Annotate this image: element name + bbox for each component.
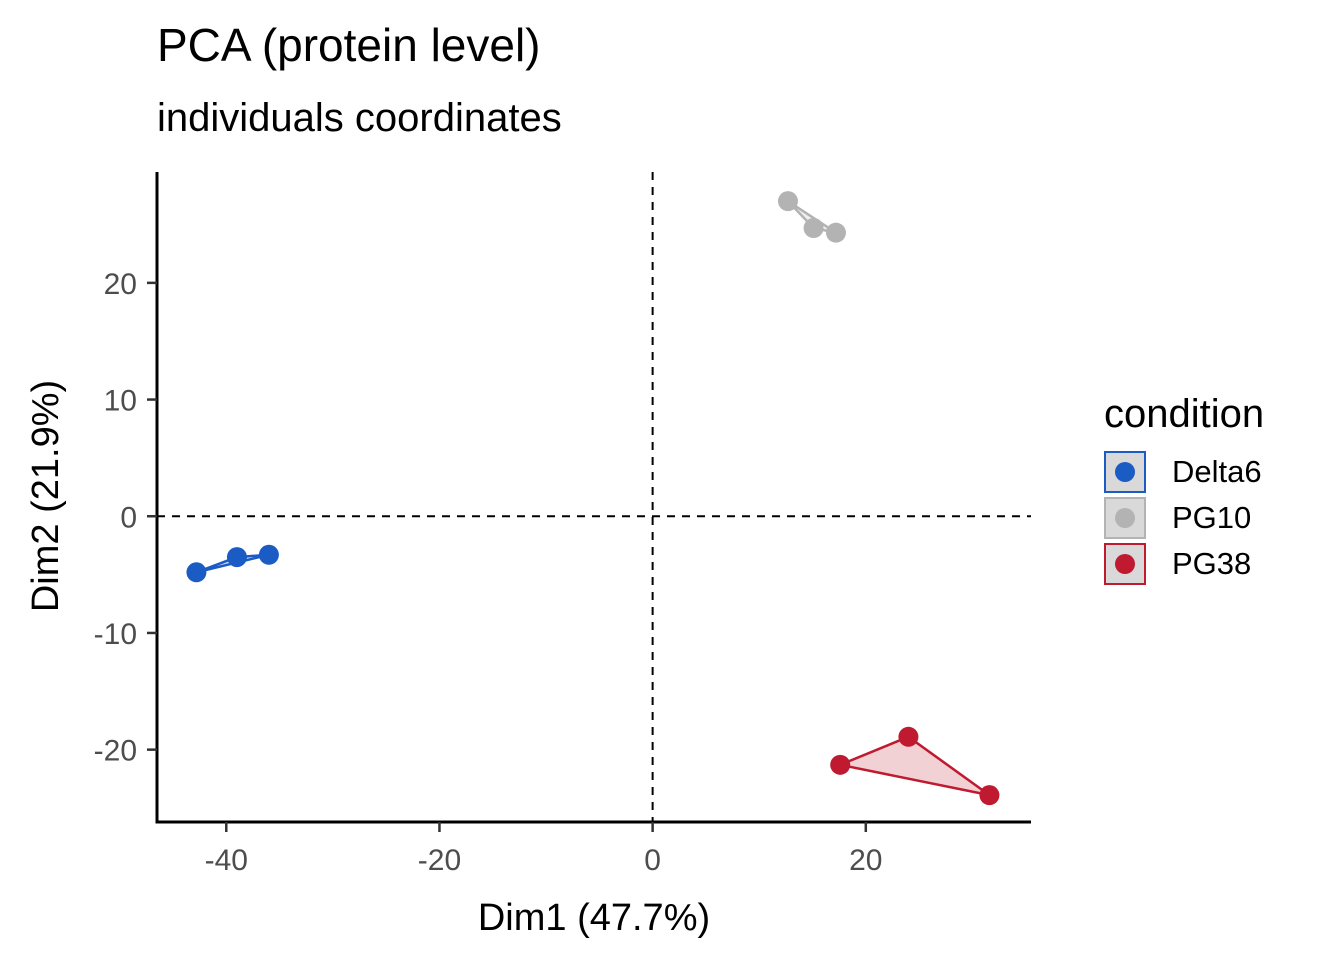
legend-dot-icon bbox=[1115, 462, 1135, 482]
group-hulls bbox=[195, 199, 991, 797]
point-pg10-2 bbox=[803, 218, 824, 239]
y-tick-label: 10 bbox=[104, 385, 137, 418]
legend-item-delta6: Delta6 bbox=[1104, 449, 1264, 495]
legend-dot-icon bbox=[1115, 508, 1135, 528]
x-tick-label: -20 bbox=[418, 844, 461, 877]
legend-label: PG10 bbox=[1172, 500, 1252, 535]
legend-key-pg38 bbox=[1104, 543, 1146, 585]
axes bbox=[155, 172, 1031, 824]
y-tick-label: -20 bbox=[94, 735, 137, 768]
x-axis-title: Dim1 (47.7%) bbox=[478, 897, 710, 939]
legend-item-pg10: PG10 bbox=[1104, 495, 1264, 541]
x-tick-label: 0 bbox=[644, 844, 661, 877]
legend-item-pg38: PG38 bbox=[1104, 541, 1264, 587]
legend-items: Delta6 PG10 PG38 bbox=[1104, 449, 1264, 587]
y-axis-ticks: -20 -10 0 10 20 bbox=[94, 268, 157, 768]
reference-lines bbox=[157, 172, 1031, 822]
data-points bbox=[186, 191, 1000, 806]
legend: condition Delta6 PG10 PG38 bbox=[1104, 392, 1264, 587]
point-pg38-1 bbox=[830, 754, 851, 775]
legend-key-delta6 bbox=[1104, 451, 1146, 493]
point-pg10-3 bbox=[825, 222, 846, 243]
legend-title: condition bbox=[1104, 392, 1265, 436]
x-axis-ticks: -40 -20 0 20 bbox=[205, 822, 882, 877]
legend-dot-icon bbox=[1115, 554, 1135, 574]
y-axis-title: Dim2 (21.9%) bbox=[25, 380, 67, 612]
legend-label: PG38 bbox=[1172, 546, 1252, 581]
point-pg38-2 bbox=[898, 726, 919, 747]
y-tick-label: 20 bbox=[104, 268, 137, 301]
x-tick-label: 20 bbox=[849, 844, 882, 877]
x-tick-label: -40 bbox=[205, 844, 248, 877]
chart-subtitle: individuals coordinates bbox=[157, 96, 562, 140]
point-delta6-3 bbox=[258, 544, 279, 565]
hull-pg38 bbox=[838, 735, 991, 797]
point-pg10-1 bbox=[777, 191, 798, 212]
point-delta6-1 bbox=[186, 562, 207, 583]
legend-label: Delta6 bbox=[1172, 454, 1262, 489]
y-tick-label: -10 bbox=[94, 618, 137, 651]
point-pg38-3 bbox=[979, 785, 1000, 806]
legend-key-pg10 bbox=[1104, 497, 1146, 539]
chart-title: PCA (protein level) bbox=[157, 19, 541, 71]
hull-pg10 bbox=[786, 199, 838, 234]
point-delta6-2 bbox=[226, 547, 247, 568]
y-tick-label: 0 bbox=[120, 501, 137, 534]
